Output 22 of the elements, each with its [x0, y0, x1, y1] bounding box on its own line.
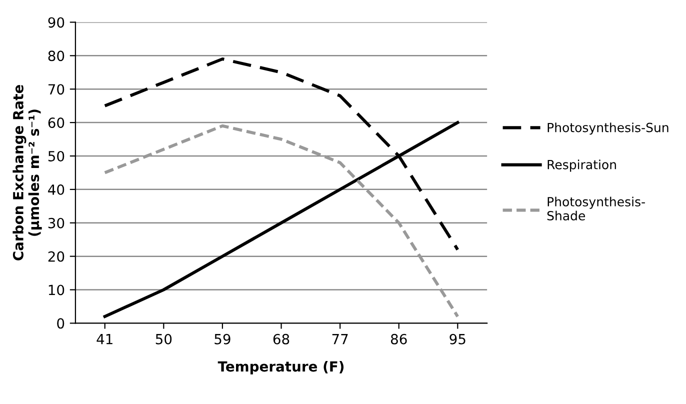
y-tick-label: 10 — [48, 284, 64, 296]
y-axis-title: Carbon Exchange Rate (µmoles m⁻² s⁻¹) — [12, 84, 42, 260]
y-tick-label: 60 — [48, 118, 64, 128]
x-tick-label: 59 — [214, 334, 230, 344]
legend-label: Photosynthesis- Shade — [547, 196, 645, 220]
x-tick-label: 50 — [156, 334, 172, 344]
y-tick-label: 30 — [48, 218, 64, 228]
x-axis-title: Temperature (F) — [218, 360, 344, 374]
x-tick-label: 86 — [390, 334, 407, 344]
x-tick-label: 95 — [450, 334, 466, 344]
y-tick-label: 80 — [48, 50, 64, 62]
legend-label: Respiration — [548, 160, 616, 172]
x-tick-label: 77 — [332, 334, 348, 344]
legend-label: Photosynthesis-Sun — [548, 122, 668, 135]
y-tick-label: 20 — [48, 251, 64, 262]
y-tick-label: 70 — [48, 84, 64, 95]
y-tick-label: 50 — [48, 150, 64, 162]
x-tick-label: 41 — [96, 334, 112, 344]
y-tick-label: 40 — [48, 184, 64, 195]
y-tick-label: 90 — [48, 17, 64, 28]
y-tick-label: 0 — [57, 318, 64, 329]
x-tick-label: 68 — [273, 334, 290, 344]
